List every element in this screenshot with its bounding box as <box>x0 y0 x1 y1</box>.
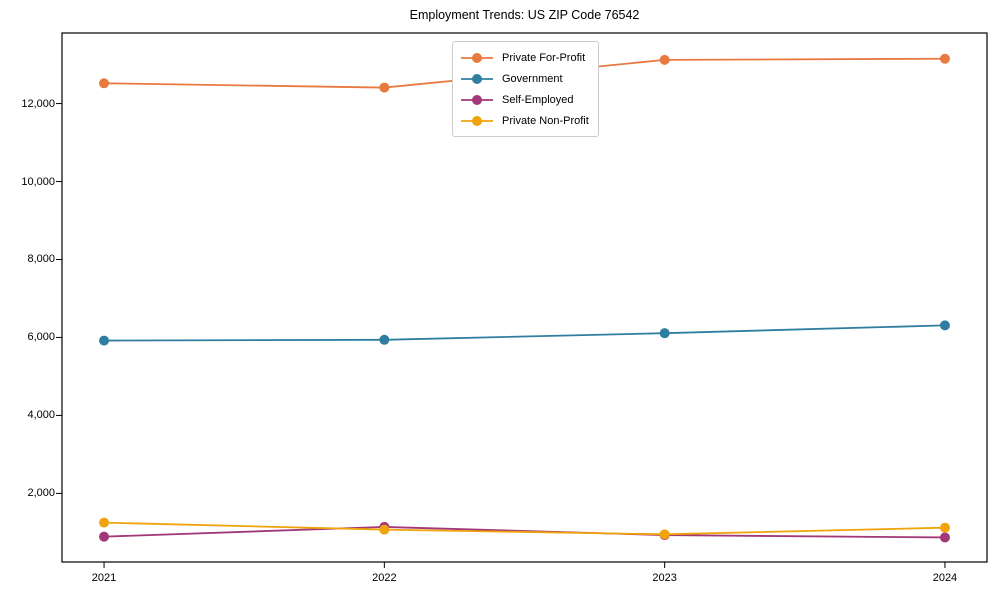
legend-label: Government <box>502 72 563 85</box>
legend-label: Private Non-Profit <box>502 114 589 127</box>
data-point-marker <box>99 517 110 528</box>
series-line <box>104 521 945 536</box>
y-tick-label: 8,000 <box>27 253 55 266</box>
y-tick-label: 2,000 <box>27 487 55 500</box>
series-line <box>104 526 945 539</box>
data-point-marker <box>939 532 950 543</box>
legend-item-private-for-profit: Private For-Profit <box>460 47 589 68</box>
legend-marker-private-non-profit <box>461 115 493 126</box>
data-point-marker <box>379 334 390 345</box>
legend-item-self-employed: Self-Employed <box>460 89 589 110</box>
x-tick-label: 2024 <box>932 572 958 584</box>
y-tick-label: 6,000 <box>27 331 55 344</box>
x-tick-label: 2021 <box>91 572 117 584</box>
data-point-marker <box>99 78 110 89</box>
data-point-marker <box>99 531 110 542</box>
data-point-marker <box>659 54 670 65</box>
y-tick-label: 4,000 <box>27 409 55 422</box>
data-point-marker <box>379 82 390 93</box>
legend-item-government: Government <box>460 68 589 89</box>
data-point-marker <box>939 53 950 64</box>
data-point-marker <box>939 522 950 533</box>
data-point-marker <box>99 335 110 346</box>
chart-title: Employment Trends: US ZIP Code 76542 <box>409 8 640 22</box>
legend-marker-self-employed <box>461 94 493 105</box>
legend-item-private-non-profit: Private Non-Profit <box>460 110 589 131</box>
data-point-marker <box>659 529 670 540</box>
data-point-marker <box>939 320 950 331</box>
series-line <box>104 324 945 342</box>
data-point-marker <box>379 524 390 535</box>
legend-label: Self-Employed <box>502 93 574 106</box>
x-tick-label: 2023 <box>652 572 677 584</box>
plot-border <box>61 32 988 563</box>
legend-label: Private For-Profit <box>502 51 586 64</box>
legend: Private For-Profit Government Self-Emplo… <box>452 41 599 137</box>
legend-marker-government <box>461 73 493 84</box>
data-point-marker <box>659 328 670 339</box>
x-tick-label: 2022 <box>372 572 397 584</box>
legend-marker-private-for-profit <box>461 52 493 63</box>
y-tick-label: 10,000 <box>21 175 55 188</box>
y-tick-label: 12,000 <box>21 97 55 110</box>
